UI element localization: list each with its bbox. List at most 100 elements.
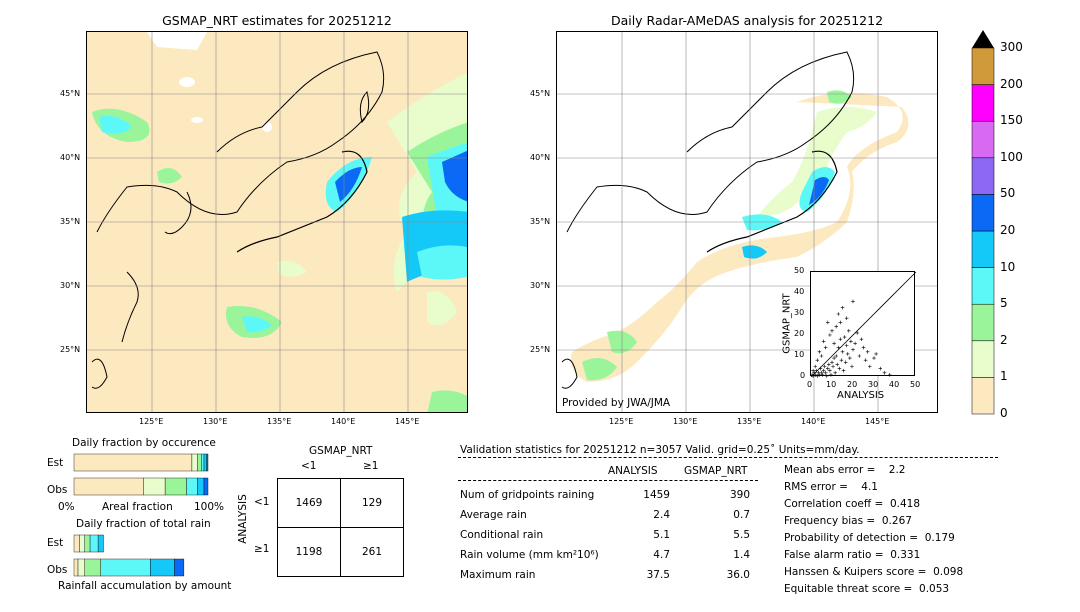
validation-row-label: Maximum rain bbox=[460, 569, 536, 581]
validation-row-gsmap: 0.7 bbox=[733, 509, 750, 521]
scatter-point bbox=[840, 305, 845, 310]
scatter-point bbox=[855, 331, 859, 335]
colorbar-segment bbox=[971, 194, 995, 232]
bar-segment bbox=[191, 453, 198, 472]
left-map-panel bbox=[86, 31, 468, 413]
scatter-point bbox=[829, 373, 833, 377]
scatter-point bbox=[836, 312, 841, 316]
right-lon-tick-135: 135°E bbox=[737, 417, 762, 426]
scatter-point bbox=[811, 374, 815, 378]
bar-segment bbox=[77, 558, 85, 577]
validation-title: Validation statistics for 20251212 n=305… bbox=[460, 444, 860, 456]
total-rain-obs-label: Obs bbox=[47, 564, 68, 576]
scatter-ylabel: GSMAP_NRT bbox=[781, 293, 793, 354]
colorbar-segment bbox=[971, 47, 995, 85]
scatter-point bbox=[843, 360, 848, 365]
validation-divider bbox=[458, 457, 998, 458]
scatter-point bbox=[844, 316, 849, 320]
validation-row-analysis: 5.1 bbox=[653, 529, 670, 541]
right-map-title: Daily Radar-AMeDAS analysis for 20251212 bbox=[610, 13, 884, 28]
colorbar-segment bbox=[971, 157, 995, 195]
scatter-point bbox=[814, 368, 819, 373]
score-rms-error: RMS error = 4.1 bbox=[784, 481, 878, 493]
colorbar-label: 20 bbox=[1000, 223, 1016, 237]
scatter-point bbox=[845, 352, 850, 356]
total-rain-est-label: Est bbox=[47, 537, 64, 549]
bar-segment bbox=[73, 477, 144, 496]
scatter-x-tick-20: 20 bbox=[847, 380, 858, 389]
right-lat-tick-30: 30°N bbox=[530, 281, 551, 290]
right-lon-tick-125: 125°E bbox=[609, 417, 634, 426]
right-lat-tick-45: 45°N bbox=[530, 89, 551, 98]
colorbar-label: 200 bbox=[1000, 76, 1023, 91]
colorbar-label: 50 bbox=[1000, 186, 1016, 201]
bar-segment bbox=[197, 477, 205, 496]
bar-segment bbox=[73, 534, 80, 553]
scores-list: Mean abs error = 2.2 RMS error = 4.1 Cor… bbox=[784, 462, 963, 598]
scatter-point bbox=[830, 360, 834, 365]
left-lon-tick-145: 145°E bbox=[395, 417, 420, 426]
scatter-x-tick-40: 40 bbox=[889, 380, 900, 389]
scatter-point bbox=[813, 364, 817, 369]
scatter-point bbox=[839, 358, 844, 362]
scatter-point bbox=[840, 350, 845, 354]
scatter-point bbox=[830, 329, 834, 333]
validation-row-analysis: 37.5 bbox=[646, 569, 670, 581]
validation-row-gsmap: 390 bbox=[729, 489, 750, 501]
bar-segment bbox=[73, 558, 79, 577]
bar-segment bbox=[164, 477, 187, 496]
scatter-plot bbox=[810, 271, 917, 378]
contingency-row-title: ANALYSIS bbox=[237, 494, 249, 544]
scatter-point bbox=[821, 339, 826, 344]
scatter-point bbox=[816, 371, 821, 375]
left-map-title: GSMAP_NRT estimates for 20251212 bbox=[162, 13, 392, 28]
scatter-y-tick-40: 40 bbox=[794, 287, 805, 296]
scatter-point bbox=[878, 366, 883, 371]
scatter-point bbox=[815, 374, 820, 378]
scatter-x-tick-0: 0 bbox=[807, 380, 813, 389]
colorbar-label: 1 bbox=[1000, 369, 1008, 384]
score-far: False alarm ratio = 0.331 bbox=[784, 549, 921, 561]
scatter-point bbox=[844, 343, 849, 348]
colorbar-label: 5 bbox=[1000, 296, 1008, 311]
validation-col-analysis: ANALYSIS bbox=[608, 465, 658, 477]
scatter-point bbox=[819, 354, 824, 358]
occurence-title: Daily fraction by occurence bbox=[72, 437, 216, 449]
scatter-point bbox=[835, 362, 840, 367]
scatter-point bbox=[863, 358, 868, 362]
left-lon-tick-125: 125°E bbox=[139, 417, 164, 426]
colorbar-label: 300 bbox=[1000, 40, 1023, 54]
scatter-point bbox=[842, 335, 847, 339]
validation-row-label: Rain volume (mm km²10⁶) bbox=[460, 549, 599, 561]
scatter-point bbox=[812, 371, 816, 375]
occurence-bars bbox=[73, 451, 209, 497]
contingency-col-lt1: <1 bbox=[301, 460, 317, 472]
left-lat-tick-35: 35°N bbox=[60, 217, 81, 226]
scatter-x-tick-30: 30 bbox=[868, 380, 879, 389]
left-lon-tick-140: 140°E bbox=[331, 417, 356, 426]
colorbar bbox=[971, 30, 995, 415]
scatter-point bbox=[826, 366, 830, 371]
validation-row-analysis: 4.7 bbox=[653, 549, 670, 561]
contingency-cell-miss: 1198 bbox=[277, 527, 341, 577]
right-map-drawing bbox=[557, 32, 937, 412]
contingency-cell-hit: 261 bbox=[340, 527, 404, 577]
scatter-point bbox=[848, 356, 852, 360]
scatter-point bbox=[820, 373, 825, 377]
scatter-point bbox=[832, 341, 836, 346]
scatter-y-tick-50: 50 bbox=[794, 266, 805, 275]
occurence-obs-label: Obs bbox=[47, 484, 68, 496]
colorbar-segment bbox=[971, 303, 995, 342]
scatter-point bbox=[874, 352, 878, 356]
scatter-point bbox=[847, 329, 851, 333]
scatter-point bbox=[817, 350, 822, 354]
scatter-point bbox=[849, 339, 853, 344]
bar-segment bbox=[174, 558, 185, 577]
scatter-point bbox=[831, 364, 835, 369]
colorbar-segment bbox=[971, 377, 995, 415]
scatter-point bbox=[828, 333, 832, 337]
scatter-point bbox=[861, 345, 866, 350]
right-lon-tick-130: 130°E bbox=[673, 417, 698, 426]
scatter-point bbox=[819, 371, 824, 375]
validation-row-analysis: 2.4 bbox=[653, 509, 670, 521]
